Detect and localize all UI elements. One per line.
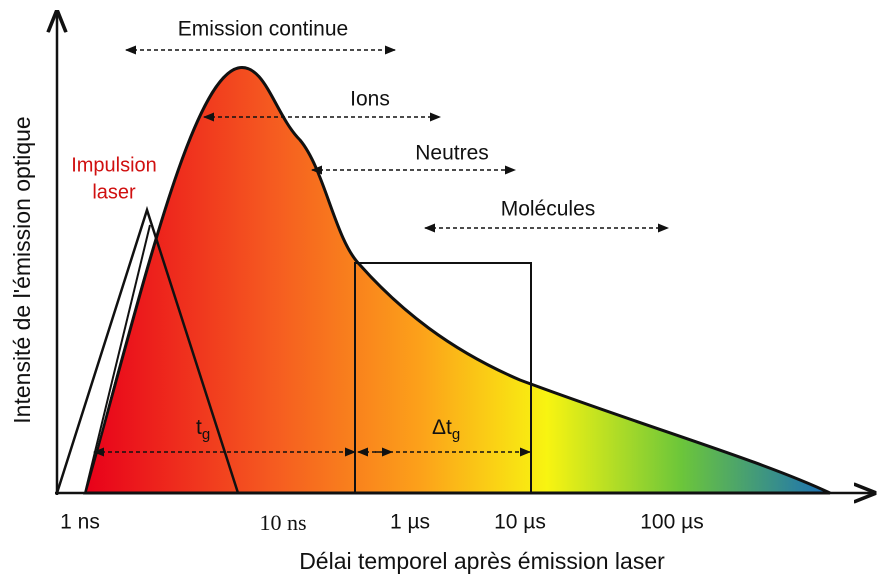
label-base: t (196, 416, 202, 439)
label-sub: g (202, 426, 210, 443)
x-label: 100 µs (640, 511, 703, 534)
x-label: 10 ns (259, 510, 306, 535)
y-axis-title: Intensité de l'émission optique (9, 116, 35, 423)
gate-delay-label: tg (196, 416, 210, 443)
label-sub: g (452, 426, 460, 443)
pulse-label: laser (92, 181, 136, 203)
pulse-label: Impulsion (71, 154, 157, 176)
x-axis-title: Délai temporel après émission laser (299, 548, 665, 574)
region-label: Molécules (501, 198, 596, 221)
x-label: 1 ns (60, 511, 100, 534)
label-base: Δt (432, 416, 452, 439)
pulse-strip (57, 210, 155, 493)
region-label: Ions (350, 88, 390, 111)
x-label: 1 µs (390, 511, 430, 534)
x-label: 10 µs (494, 511, 546, 534)
gate-width-label: Δtg (432, 416, 460, 443)
emission-curve (83, 66, 831, 495)
region-label: Neutres (415, 142, 489, 165)
laser-pulse (55, 205, 240, 494)
region-label: Emission continue (178, 18, 348, 41)
